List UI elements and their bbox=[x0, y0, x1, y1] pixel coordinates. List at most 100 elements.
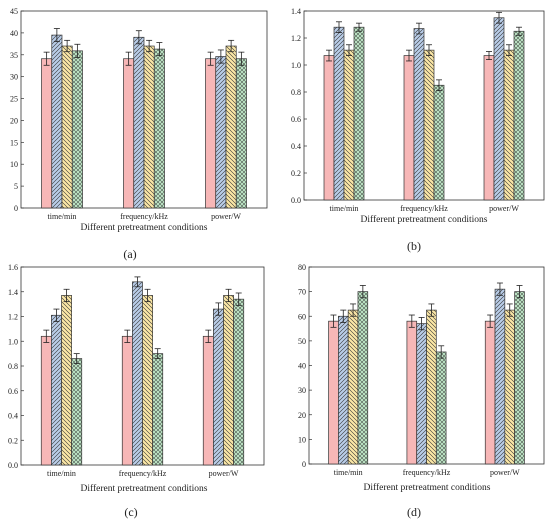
bar-hatch bbox=[357, 291, 368, 464]
x-category-label: power/W bbox=[211, 212, 241, 221]
bar bbox=[202, 335, 214, 466]
x-category-label: power/W bbox=[209, 469, 239, 478]
y-tick-label: 40 bbox=[298, 362, 306, 371]
y-tick-label: 45 bbox=[10, 7, 18, 16]
bar-hatch bbox=[424, 50, 434, 201]
y-tick-label: 25 bbox=[10, 95, 18, 104]
y-tick-label: 1.6 bbox=[8, 263, 18, 272]
bar bbox=[41, 58, 53, 209]
bar bbox=[484, 320, 496, 465]
bar bbox=[403, 55, 415, 201]
bar-hatch bbox=[133, 37, 144, 209]
bar-hatch bbox=[426, 310, 437, 464]
y-tick-label: 0.2 bbox=[291, 169, 301, 178]
bar-hatch bbox=[338, 316, 349, 464]
bar-hatch bbox=[62, 46, 73, 209]
y-tick-label: 0.6 bbox=[8, 387, 18, 396]
y-tick-label: 0.6 bbox=[291, 115, 301, 124]
bar bbox=[205, 58, 217, 209]
bar-hatch bbox=[152, 353, 163, 465]
bar-hatch bbox=[215, 56, 226, 209]
panel-label: (b) bbox=[407, 239, 421, 253]
bar-hatch bbox=[434, 85, 444, 200]
bar-hatch bbox=[436, 351, 447, 464]
y-tick-label: 30 bbox=[298, 386, 306, 395]
y-axis-ticks: 0.0 0.2 0.4 0.6 0.8 1.0 1.2 1.4 1.6 bbox=[8, 263, 24, 470]
bar-hatch bbox=[344, 50, 354, 201]
y-tick-label: 35 bbox=[10, 51, 18, 60]
x-axis-label: Different pretreatment conditions bbox=[364, 482, 491, 493]
bar-hatch bbox=[132, 281, 143, 465]
bar-hatch bbox=[51, 35, 62, 209]
y-tick-label: 10 bbox=[10, 160, 18, 169]
y-tick-label: 1.2 bbox=[8, 313, 18, 322]
y-tick-label: 70 bbox=[298, 288, 306, 297]
bar-hatch bbox=[226, 46, 237, 209]
x-axis-categories: time/min frequency/kHz power/W bbox=[330, 204, 520, 213]
x-axis-categories: time/min frequency/kHz power/W bbox=[48, 212, 242, 221]
panel-label: (c) bbox=[124, 505, 137, 519]
chart-panel-b: 0.0 0.2 0.4 0.6 0.8 1.0 1.2 1.4 time/min frequen… bbox=[291, 7, 545, 253]
y-axis-ticks: 0.0 0.2 0.4 0.6 0.8 1.0 1.2 1.4 bbox=[291, 7, 307, 205]
y-tick-label: 0.0 bbox=[8, 461, 18, 470]
bar-hatch bbox=[233, 299, 244, 465]
bar bbox=[328, 320, 339, 465]
x-category-label: power/W bbox=[489, 204, 519, 213]
y-tick-label: 20 bbox=[298, 411, 306, 420]
y-tick-label: 0 bbox=[302, 460, 306, 469]
bar-hatch bbox=[514, 31, 524, 200]
bar-hatch bbox=[354, 27, 364, 201]
bar-hatch bbox=[223, 295, 234, 465]
bars-group bbox=[41, 28, 247, 209]
bar-hatch bbox=[416, 323, 427, 464]
x-axis-label: Different pretreatment conditions bbox=[361, 214, 488, 225]
y-tick-label: 80 bbox=[298, 263, 306, 272]
bar-hatch bbox=[72, 50, 83, 209]
x-category-label: time/min bbox=[48, 212, 77, 221]
x-category-label: power/W bbox=[490, 468, 520, 477]
y-tick-label: 0.0 bbox=[291, 196, 301, 205]
x-axis-categories: time/min frequency/kHz power/W bbox=[47, 469, 239, 478]
bar-hatch bbox=[61, 295, 72, 465]
bar-hatch bbox=[236, 58, 247, 209]
bar-hatch bbox=[142, 295, 153, 465]
y-tick-label: 1.0 bbox=[8, 337, 18, 346]
y-tick-label: 50 bbox=[298, 337, 306, 346]
bar-hatch bbox=[144, 46, 155, 209]
y-tick-label: 15 bbox=[10, 138, 18, 147]
bar-hatch bbox=[504, 50, 514, 201]
y-tick-label: 5 bbox=[14, 182, 18, 191]
x-category-label: time/min bbox=[47, 469, 76, 478]
bar bbox=[121, 335, 133, 466]
x-category-label: frequency/kHz bbox=[400, 204, 448, 213]
bar-hatch bbox=[495, 289, 505, 464]
bar bbox=[323, 55, 335, 201]
chart-panel-c: 0.0 0.2 0.4 0.6 0.8 1.0 1.2 1.4 1.6 time/min freq… bbox=[8, 263, 265, 519]
x-category-label: frequency/kHz bbox=[403, 468, 451, 477]
chart-panel-a: 0 5 10 15 20 25 30 35 40 45 time/min frequency/kHz… bbox=[10, 7, 268, 261]
y-tick-label: 1.0 bbox=[291, 61, 301, 70]
x-category-label: time/min bbox=[330, 204, 359, 213]
bar-hatch bbox=[348, 310, 358, 464]
bars-group bbox=[40, 276, 245, 466]
bar-hatch bbox=[51, 315, 62, 465]
x-category-label: time/min bbox=[334, 468, 363, 477]
y-tick-label: 0.8 bbox=[291, 88, 301, 97]
bar-hatch bbox=[414, 28, 424, 200]
y-axis-ticks: 0 10 20 30 40 50 60 70 80 bbox=[298, 263, 312, 469]
bar bbox=[40, 335, 52, 466]
bar-hatch bbox=[504, 310, 515, 464]
y-tick-label: 0.4 bbox=[291, 142, 301, 151]
y-axis-ticks: 0 5 10 15 20 25 30 35 40 45 bbox=[10, 7, 24, 213]
panel-label: (a) bbox=[123, 247, 136, 261]
y-tick-label: 60 bbox=[298, 312, 306, 321]
x-category-label: frequency/kHz bbox=[119, 469, 167, 478]
y-tick-label: 20 bbox=[10, 116, 18, 125]
x-category-label: frequency/kHz bbox=[120, 212, 168, 221]
y-tick-label: 1.2 bbox=[291, 34, 301, 43]
panel-label: (d) bbox=[407, 505, 421, 519]
chart-panel-d: 0 10 20 30 40 50 60 70 80 time/min frequency/kHz p… bbox=[298, 263, 545, 519]
bar bbox=[123, 58, 135, 209]
y-tick-label: 1.4 bbox=[8, 288, 18, 297]
